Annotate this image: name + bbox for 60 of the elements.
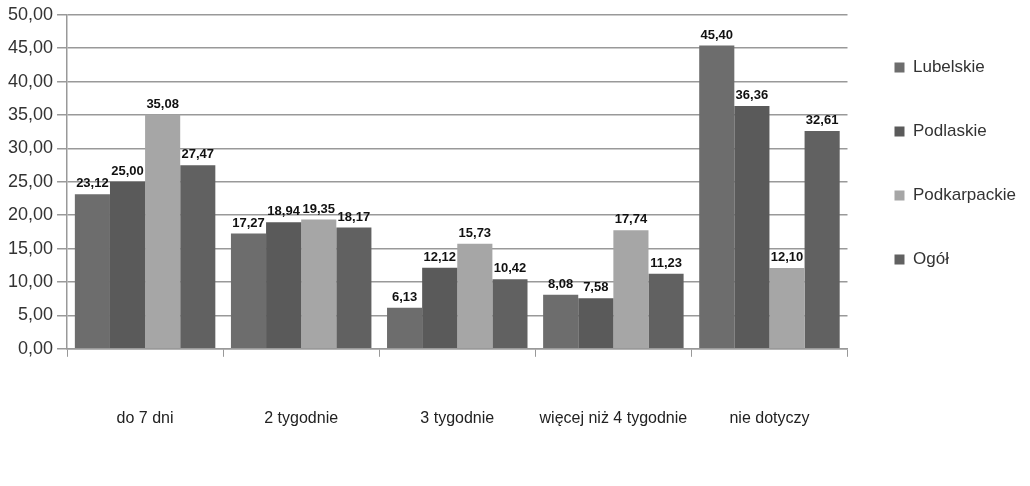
bar	[301, 219, 337, 349]
data-label: 12,12	[423, 248, 456, 264]
legend-label: Lubelskie	[913, 57, 985, 77]
y-tick-label: 15,00	[8, 237, 54, 258]
data-label: 23,12	[76, 175, 109, 191]
data-label: 8,08	[548, 275, 574, 291]
bar	[266, 222, 302, 349]
data-label: 19,35	[302, 200, 336, 216]
data-label: 36,36	[735, 86, 769, 102]
bar	[578, 298, 614, 349]
data-label: 12,10	[770, 249, 804, 265]
x-tick-label: do 7 dni	[116, 408, 174, 426]
y-tick-label: 5,00	[18, 304, 54, 325]
bar	[457, 243, 493, 349]
data-label: 32,61	[805, 112, 839, 128]
bar	[230, 233, 267, 349]
x-tick-label: nie dotyczy	[729, 408, 810, 426]
y-tick-label: 10,00	[8, 270, 54, 291]
y-tick-label: 20,00	[8, 204, 54, 225]
data-label: 18,94	[267, 203, 301, 219]
data-label: 6,13	[391, 288, 418, 304]
bar	[769, 267, 805, 349]
y-tick-label: 35,00	[8, 103, 54, 124]
y-tick-label: 45,00	[8, 37, 54, 58]
y-tick-label: 40,00	[8, 70, 54, 91]
bar	[543, 294, 579, 349]
y-tick-label: 0,00	[18, 337, 54, 358]
bar	[387, 307, 423, 349]
bar	[336, 227, 372, 349]
y-tick-label: 50,00	[8, 3, 54, 24]
data-label: 17,74	[614, 211, 648, 227]
data-label: 25,00	[111, 162, 144, 178]
bar	[613, 230, 649, 349]
x-tick-label: więcej niż 4 tygodnie	[538, 408, 688, 426]
bar	[804, 130, 840, 349]
bar	[74, 194, 110, 349]
bar	[734, 105, 770, 349]
bar	[648, 273, 684, 349]
data-label: 18,17	[337, 208, 371, 224]
y-tick-label: 25,00	[8, 170, 54, 191]
x-tick-label: 2 tygodnie	[264, 408, 339, 426]
bar	[492, 279, 528, 349]
data-label: 27,47	[181, 146, 215, 162]
legend-label: Ogół	[913, 249, 950, 269]
data-label: 11,23	[650, 254, 682, 270]
legend-label: Podlaskie	[913, 121, 987, 141]
bar	[180, 165, 216, 349]
y-tick-label: 30,00	[8, 137, 54, 158]
data-label: 17,27	[232, 214, 265, 230]
bar	[422, 267, 458, 349]
x-tick-label: 3 tygodnie	[420, 408, 495, 426]
bar	[109, 181, 146, 349]
legend-label: Podkarpackie	[913, 185, 1017, 205]
data-label: 10,42	[493, 260, 527, 276]
data-label: 15,73	[458, 224, 492, 240]
data-label: 7,58	[583, 279, 609, 295]
bar	[699, 45, 735, 349]
data-label: 45,40	[700, 26, 734, 42]
data-label: 35,08	[146, 95, 179, 111]
bar	[145, 114, 181, 349]
